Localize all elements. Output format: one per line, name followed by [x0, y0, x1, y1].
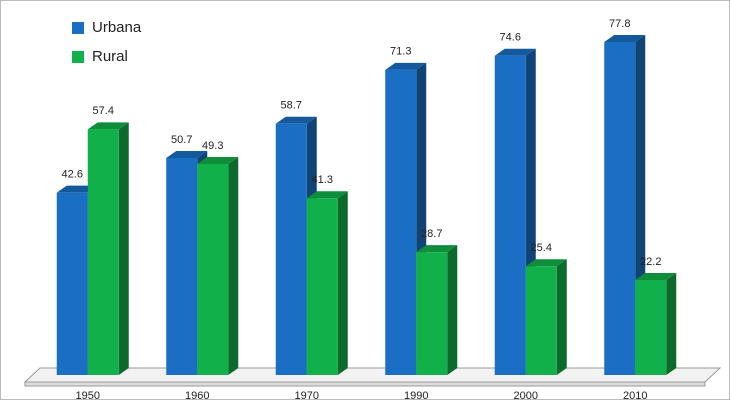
bar-top — [306, 191, 348, 199]
bar-top — [525, 259, 567, 267]
bar-front — [525, 266, 557, 375]
bar — [416, 245, 458, 375]
bar-front — [87, 129, 119, 375]
bar — [525, 259, 567, 375]
data-label: 77.8 — [609, 18, 630, 30]
x-tick-label: 1970 — [295, 390, 319, 400]
data-label: 57.4 — [93, 105, 114, 117]
bar-side — [337, 191, 348, 375]
data-label: 74.6 — [500, 32, 521, 44]
legend-swatch — [72, 51, 84, 63]
data-label: 42.6 — [62, 169, 83, 181]
bar-top — [494, 48, 536, 56]
bar — [306, 191, 348, 375]
bar-top — [275, 116, 317, 124]
bar-front — [635, 279, 667, 375]
data-label: 50.7 — [171, 134, 192, 146]
data-label: 25.4 — [531, 242, 552, 254]
bar-front — [416, 252, 448, 375]
bar — [87, 122, 129, 375]
data-label: 22.2 — [640, 256, 661, 268]
bar-top — [604, 35, 646, 42]
bar-side — [118, 122, 129, 375]
bar-top — [87, 122, 129, 130]
bar — [635, 272, 677, 375]
bar — [197, 156, 239, 375]
x-tick-label: 1960 — [185, 390, 209, 400]
floor-edge — [24, 381, 706, 387]
bar-side — [666, 272, 677, 375]
bar-side — [556, 259, 567, 375]
legend-label: Rural — [92, 48, 128, 65]
legend-label: Urbana — [92, 19, 142, 36]
bar-front — [604, 42, 636, 375]
data-label: 28.7 — [421, 228, 442, 240]
data-label: 49.3 — [202, 140, 223, 152]
bar-front — [275, 123, 307, 376]
bar-top — [56, 185, 98, 193]
data-label: 41.3 — [312, 174, 333, 186]
x-tick-label: 1990 — [404, 390, 428, 400]
data-label: 58.7 — [281, 100, 302, 112]
bar-top — [385, 62, 427, 70]
bar-top — [197, 156, 239, 164]
bar-front — [197, 163, 229, 375]
bar-top — [166, 150, 208, 158]
x-tick-label: 2000 — [514, 390, 538, 400]
bar — [604, 35, 646, 375]
bar-top — [416, 245, 458, 253]
bar-front — [56, 192, 88, 375]
x-tick-label: 2010 — [623, 390, 647, 400]
bar-front — [166, 157, 198, 375]
bar-top — [635, 272, 677, 280]
bar-front — [306, 198, 338, 375]
bar-side — [228, 156, 239, 375]
bar-front — [494, 55, 526, 376]
bar — [385, 62, 427, 375]
legend-swatch — [72, 22, 84, 34]
bar-front — [385, 69, 417, 375]
x-tick-label: 1950 — [76, 390, 100, 400]
bar-side — [447, 245, 458, 375]
data-label: 71.3 — [390, 46, 411, 58]
